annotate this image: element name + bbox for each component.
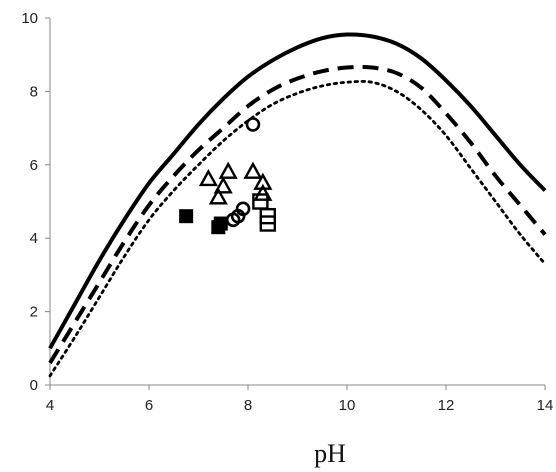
y-tick-label: 2 (30, 304, 38, 321)
x-tick-label: 10 (339, 397, 356, 414)
triangle-point (208, 187, 228, 205)
x-axis-title: pH (314, 439, 346, 468)
lines-layer (48, 32, 547, 378)
open-square-point (252, 193, 269, 210)
triangle-point (253, 183, 273, 201)
curve-solid (48, 32, 547, 350)
curve-dotted (48, 79, 547, 378)
triangle-point (213, 176, 233, 194)
triangle-point (253, 172, 273, 190)
filled-square-point (213, 216, 228, 231)
y-tick-label: 8 (30, 83, 38, 100)
ticks-layer: 4 6 8 10 12 14 0 2 4 6 8 10 (21, 10, 553, 414)
y-tick-label: 6 (30, 157, 38, 174)
filled-square-point (179, 209, 194, 224)
open-square-point (259, 215, 276, 232)
circle-point (245, 117, 261, 132)
triangle-point (243, 161, 263, 179)
triangle-point (218, 161, 238, 179)
markers-layer (179, 117, 276, 235)
x-tick-label: 12 (438, 397, 455, 414)
y-tick-label: 10 (21, 10, 38, 27)
y-tick-label: 4 (30, 230, 38, 247)
y-tick-label: 0 (30, 377, 38, 394)
x-tick-label: 8 (244, 397, 252, 414)
x-tick-label: 14 (537, 397, 554, 414)
x-tick-label: 4 (46, 397, 54, 414)
triangle-point (198, 169, 218, 187)
curve-dashed (48, 64, 547, 365)
x-tick-label: 6 (145, 397, 153, 414)
